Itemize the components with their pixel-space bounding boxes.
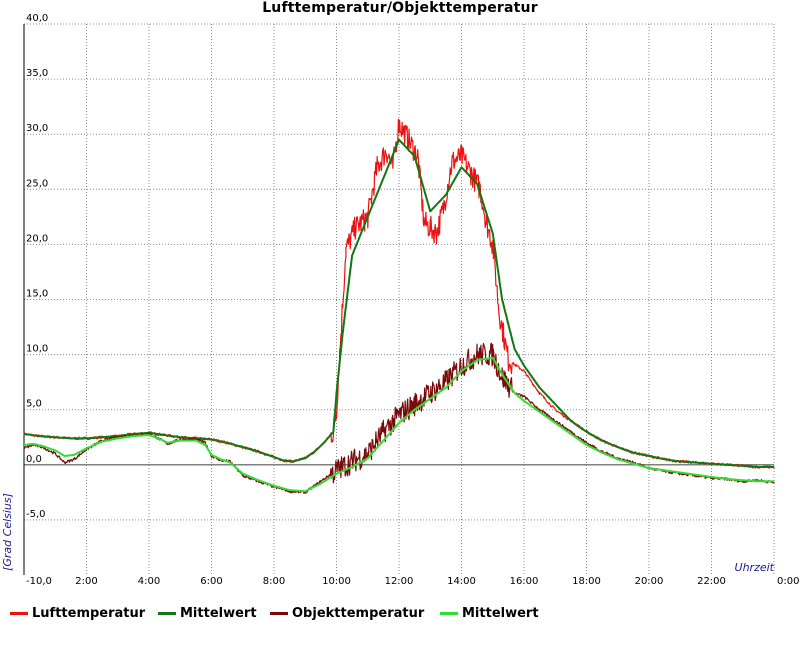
x-tick-label: 8:00	[263, 576, 285, 587]
x-tick-label: 2:00	[75, 576, 97, 587]
series-line-4	[23, 356, 775, 493]
y-tick-label: 0,0	[26, 454, 42, 465]
series-line-2	[23, 138, 775, 468]
y-tick-label: 10,0	[26, 344, 48, 355]
y-tick-label: 30,0	[26, 123, 48, 134]
legend-item: Lufttemperatur	[10, 606, 145, 621]
legend-label: Mittelwert	[180, 606, 257, 621]
series-line-3	[23, 342, 775, 495]
legend-item: Objekttemperatur	[270, 606, 424, 621]
y-tick-label: 20,0	[26, 233, 48, 244]
x-tick-label: 20:00	[635, 576, 664, 587]
legend-label: Lufttemperatur	[32, 606, 146, 621]
legend-swatch	[270, 612, 288, 615]
tick-labels: -10,0 2:00 4:00 6:00 8:00 10:00 12:00 14:00 16:0…	[26, 13, 799, 587]
y-tick-label: -5,0	[26, 509, 46, 520]
x-tick-label: 4:00	[138, 576, 160, 587]
y-tick-label: 5,0	[26, 399, 42, 410]
x-tick-label: 14:00	[447, 576, 476, 587]
x-tick-label: 16:00	[510, 576, 539, 587]
y-tick-label: 40,0	[26, 13, 48, 24]
x-tick-label: -10,0	[26, 576, 52, 587]
legend-swatch	[440, 612, 458, 615]
y-tick-label: 15,0	[26, 289, 48, 300]
x-axis-label: Uhrzeit	[735, 561, 775, 574]
legend-swatch	[10, 612, 28, 615]
legend-label: Objekttemperatur	[292, 606, 425, 621]
y-axis-label: [Grad Celsius]	[1, 493, 14, 571]
axes	[23, 24, 774, 575]
x-tick-label: 0:00	[777, 576, 799, 587]
x-tick-label: 22:00	[697, 576, 726, 587]
legend: Lufttemperatur Mittelwert Objekttemperatur…	[0, 606, 800, 630]
y-tick-label: 35,0	[26, 68, 48, 79]
series-group	[23, 118, 775, 495]
y-tick-label: 25,0	[26, 178, 48, 189]
legend-label: Mittelwert	[462, 606, 539, 621]
legend-item: Mittelwert	[158, 606, 257, 621]
x-tick-label: 6:00	[200, 576, 222, 587]
grid	[24, 23, 775, 575]
legend-swatch	[158, 612, 176, 615]
x-tick-label: 10:00	[322, 576, 351, 587]
legend-item: Mittelwert	[440, 606, 539, 621]
chart-title: Lufttemperatur/Objekttemperatur	[262, 0, 538, 16]
x-tick-label: 18:00	[572, 576, 601, 587]
x-tick-label: 12:00	[385, 576, 414, 587]
